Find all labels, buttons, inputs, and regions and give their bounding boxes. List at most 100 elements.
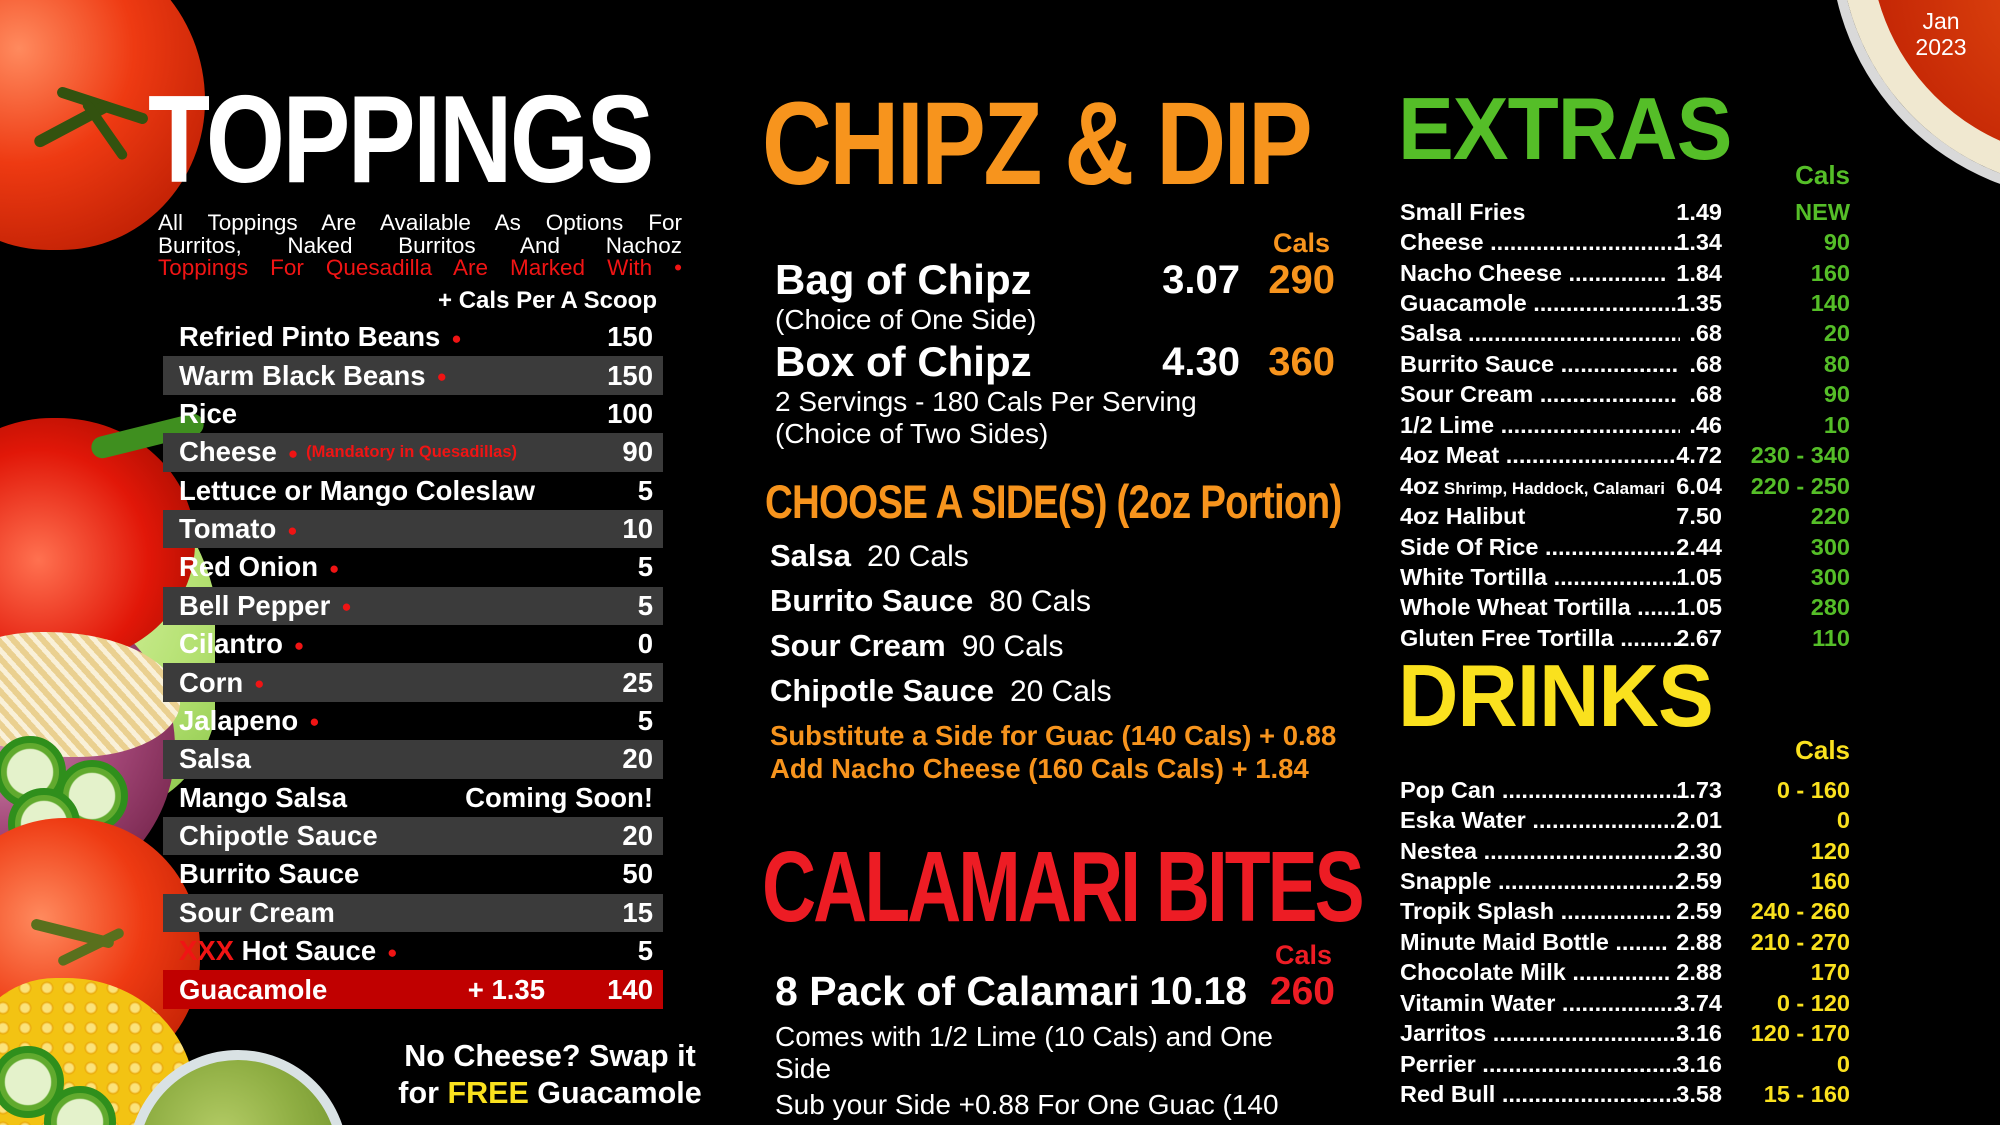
- extras-row: 4oz Meat .......................... 4.72 2…: [1400, 441, 1850, 471]
- item-price: 10.18: [1149, 970, 1247, 1013]
- topping-row: Guacamole + 1.35 140: [163, 970, 663, 1009]
- topping-cals-value: 90: [622, 436, 653, 468]
- dotted-leader: ..................: [1555, 989, 1680, 1016]
- item-price: 2.30: [1676, 837, 1722, 864]
- quesadilla-note: Toppings For Quesadilla Are Marked With …: [158, 255, 682, 280]
- drinks-row: Perrier ................................…: [1400, 1049, 1850, 1079]
- item-cals: 160: [1810, 868, 1850, 895]
- menu-item-name: Whole Wheat Tortilla ......: [1400, 594, 1680, 621]
- item-price: 3.16: [1676, 1020, 1722, 1047]
- hot-sauce-xxx-label: XXX: [179, 935, 235, 967]
- topping-name: Jalapeno: [179, 704, 299, 736]
- side-row: Salsa 20 Cals: [770, 538, 969, 574]
- item-desc: (Choice of Two Sides): [775, 418, 1049, 450]
- item-cals: 20: [1823, 320, 1850, 347]
- topping-cals-value: 25: [622, 666, 653, 698]
- topping-name: Chipotle Sauce: [179, 820, 378, 852]
- item-cals: 80: [1823, 350, 1850, 377]
- topping-extra-price: + 1.35: [467, 973, 545, 1005]
- item-price: 7.50: [1676, 503, 1722, 530]
- item-cals: 220: [1810, 503, 1850, 530]
- topping-row: Salsa 20: [163, 740, 663, 779]
- side-cals: 90 Cals: [961, 630, 1064, 663]
- item-cals: 170: [1810, 959, 1850, 986]
- item-name-text: 4oz Meat: [1400, 442, 1500, 469]
- topping-row: Cheese ● (Mandatory in Quesadillas) 90: [163, 433, 663, 472]
- item-price: 2.01: [1676, 807, 1722, 834]
- menu-item-name: Vitamin Water ..................: [1400, 990, 1680, 1017]
- cals-per-scoop-note: + Cals Per A Scoop: [438, 287, 657, 314]
- item-name-text: Red Bull: [1400, 1081, 1496, 1108]
- topping-cals-value: 20: [622, 820, 653, 852]
- dotted-leader: ...............: [1565, 959, 1671, 986]
- item-price: 1.05: [1676, 594, 1722, 621]
- dotted-leader: ...............: [1561, 259, 1667, 286]
- item-cals: 210 - 270: [1750, 928, 1850, 955]
- item-name-text: 4oz Halibut: [1400, 503, 1526, 530]
- menu-item-name: Cheese ..............................: [1400, 229, 1680, 256]
- extras-row: Sour Cream ..................... .68 90: [1400, 380, 1850, 410]
- side-row: Chipotle Sauce 20 Cals: [770, 673, 1112, 709]
- topping-cals-value: 150: [607, 321, 653, 353]
- item-cals: 140: [1810, 290, 1850, 317]
- item-price: .68: [1689, 320, 1722, 347]
- item-price: 1.05: [1676, 563, 1722, 590]
- item-name-text: 4oz: [1400, 472, 1440, 499]
- menu-date-year: 2023: [1915, 34, 1967, 61]
- topping-cals-value: 5: [637, 551, 653, 583]
- side-name: Sour Cream: [770, 628, 946, 663]
- topping-row: Burrito Sauce 50: [163, 855, 663, 893]
- drinks-row: Vitamin Water .................. 3.74 0 - …: [1400, 988, 1850, 1018]
- item-price: 1.84: [1676, 259, 1722, 286]
- calamari-bites-title: CALAMARI BITES: [762, 831, 1365, 943]
- item-price: 3.07: [1162, 258, 1240, 302]
- topping-cals-value: 140: [607, 973, 653, 1005]
- item-cals: 120: [1810, 837, 1850, 864]
- dotted-leader: ................................: [1475, 1050, 1680, 1077]
- dotted-leader: ....................: [1547, 563, 1680, 590]
- item-name-text: Jarritos: [1400, 1020, 1487, 1047]
- swap-line1: No Cheese? Swap it: [404, 1039, 696, 1073]
- item-cals: 240 - 260: [1750, 898, 1850, 925]
- side-row: Burrito Sauce 80 Cals: [770, 583, 1091, 619]
- item-name-text: Minute Maid Bottle: [1400, 928, 1609, 955]
- topping-cals-value: 5: [637, 704, 653, 736]
- chipz-and-dip-title: CHIPZ & DIP: [762, 78, 1313, 210]
- item-desc: 2 Servings - 180 Cals Per Serving: [775, 386, 1197, 417]
- dotted-leader: .............................: [1486, 1020, 1680, 1047]
- topping-name: XXX Hot Sauce: [179, 935, 377, 967]
- topping-cals-value: 15: [622, 896, 653, 928]
- item-name-text: Nestea: [1400, 837, 1478, 864]
- item-cals: 260: [1269, 970, 1335, 1013]
- topping-cals-value: 5: [637, 589, 653, 621]
- topping-name: Sour Cream: [179, 896, 335, 928]
- topping-cals-value: 50: [622, 858, 653, 890]
- dotted-leader: ......: [1630, 594, 1677, 621]
- add-nacho-cheese-offer: Add Nacho Cheese (160 Cals Cals) + 1.84: [770, 753, 1309, 784]
- item-cals: 0: [1836, 807, 1850, 834]
- side-cals: 20 Cals: [1009, 675, 1112, 708]
- extras-row: White Tortilla .................... 1.05 3…: [1400, 562, 1850, 592]
- quesadilla-dot-icon: ●: [436, 367, 447, 387]
- item-price: 1.35: [1676, 290, 1722, 317]
- quesadilla-dot-icon: ●: [287, 520, 298, 540]
- item-price: 3.74: [1676, 989, 1722, 1016]
- topping-note: (Mandatory in Quesadillas): [306, 442, 517, 461]
- item-name-text: Small Fries: [1400, 198, 1526, 225]
- topping-name: Corn: [179, 666, 244, 698]
- item-cals: 90: [1823, 381, 1850, 408]
- item-name-text: Perrier: [1400, 1050, 1476, 1077]
- menu-item-name: 4oz Halibut: [1400, 503, 1680, 530]
- topping-row: Lettuce or Mango Coleslaw 5: [163, 472, 663, 510]
- item-name-text: Vitamin Water: [1400, 989, 1556, 1016]
- menu-item-name: Nacho Cheese ...............: [1400, 260, 1680, 287]
- topping-name: Burrito Sauce: [179, 858, 360, 890]
- item-name-text: Cheese: [1400, 229, 1484, 256]
- dotted-leader: .............................: [1495, 776, 1680, 803]
- topping-name: Salsa: [179, 743, 251, 775]
- item-price: 1.34: [1676, 229, 1722, 256]
- menu-item-name: Guacamole ......................: [1400, 290, 1680, 317]
- dotted-leader: .....................: [1533, 381, 1677, 408]
- drinks-row: Snapple ............................ 2.59…: [1400, 866, 1850, 896]
- extras-row: 4oz Shrimp, Haddock, Calamari 6.04 220 - 2…: [1400, 471, 1850, 501]
